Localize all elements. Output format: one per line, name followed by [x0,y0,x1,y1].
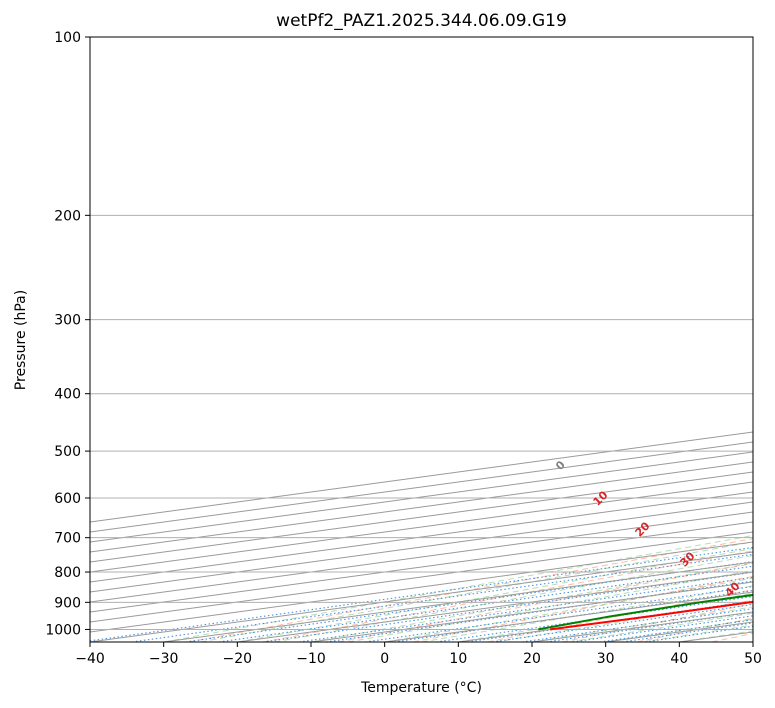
x-tick-label: −30 [149,651,179,667]
moist-adiabat-line [384,577,753,642]
x-tick-label: 10 [449,651,467,667]
chart-title: wetPf2_PAZ1.2025.344.06.09.G19 [276,11,567,31]
x-tick-label: −40 [75,651,105,667]
y-tick-label: 700 [54,531,81,547]
moist-adiabat-line [310,562,753,642]
x-axis-label: Temperature (°C) [360,680,482,696]
moist-adiabat-line [642,624,753,642]
mixing-ratio-line [492,603,753,642]
y-tick-label: 1000 [45,622,81,638]
y-tick-label: 300 [54,313,81,329]
moist-adiabat-line [237,548,753,642]
x-tick-label: 40 [670,651,688,667]
sounding-lines [538,593,753,631]
moist-adiabat-line [679,630,753,642]
y-tick-label: 600 [54,491,81,507]
mixing-ratio-line [522,608,753,642]
isotherm-line [90,531,753,623]
isotherm-line [90,501,753,593]
moist-adiabat-label: 0 [553,458,568,473]
moist-adiabat-line [568,612,753,642]
moist-adiabat-line [347,569,753,642]
isotherm-line [90,471,753,563]
isotherm-line [90,461,753,553]
dewpoint-line [538,593,753,631]
isotherm-line [310,581,753,642]
moist-adiabat-line [421,585,753,642]
x-tick-label: −20 [223,651,253,667]
mixing-ratio-line [131,553,753,642]
x-tick-label: −10 [296,651,326,667]
y-tick-label: 500 [54,444,81,460]
isotherm-line [679,631,753,642]
isotherm-line [90,451,753,543]
y-tick-label: 200 [54,208,81,224]
dry-adiabat-line [338,562,753,642]
dry-adiabat-line [412,575,753,642]
y-tick-label: 100 [54,30,81,46]
isotherm-line [90,491,753,583]
isotherm-line [531,611,753,642]
y-tick-label: 400 [54,387,81,403]
y-tick-label: 900 [54,595,81,611]
isotherm-line [90,551,753,642]
isotherm-line [90,521,753,613]
x-tick-label: 50 [744,651,762,667]
isotherm-line [90,481,753,573]
y-tick-label: 800 [54,565,81,581]
dry-adiabat-line [487,589,753,642]
x-tick-label: 20 [523,651,541,667]
isotherm-line [90,541,753,633]
moist-adiabat-line [495,599,753,642]
mixing-ratio-line [90,546,753,642]
x-tick-label: 0 [380,651,389,667]
isotherm-line [752,641,753,642]
plot-frame [89,36,754,643]
dry-adiabat-line [562,603,753,642]
y-axis-label: Pressure (hPa) [13,290,29,390]
axes: −40 −30 −20 −10 0 10 20 30 40 50 100 200 300 400 500 60… [45,30,762,667]
dry-adiabat-line [636,617,753,642]
background-lines [90,37,753,642]
isotherm-line [384,591,753,642]
isotherm-line [90,511,753,603]
dry-adiabat-line [711,632,753,642]
dry-adiabat-line [188,538,753,642]
moist-adiabat-line [200,541,753,642]
x-tick-label: 30 [597,651,615,667]
